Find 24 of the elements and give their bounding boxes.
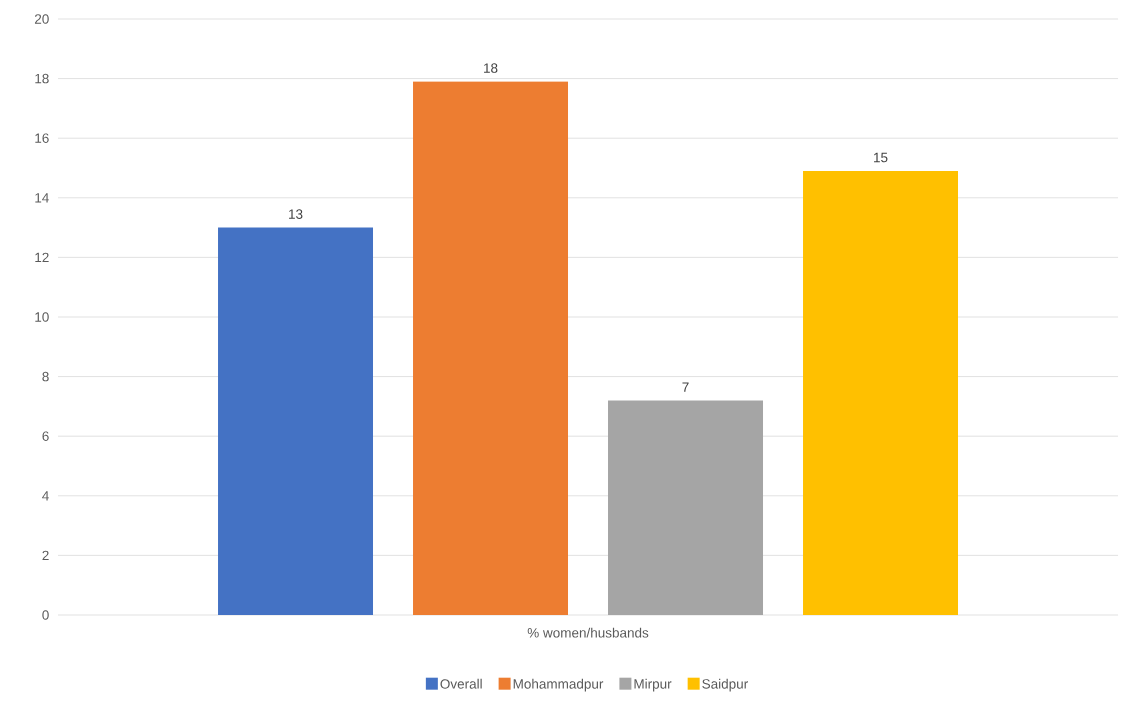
y-tick-label: 8	[42, 371, 49, 382]
bar	[413, 81, 569, 615]
y-tick-label: 12	[35, 252, 49, 263]
y-tick-label: 0	[42, 610, 49, 620]
legend-label: Mohammadpur	[513, 678, 604, 692]
bar	[608, 400, 764, 615]
y-tick-label: 10	[35, 312, 49, 322]
data-label: 13	[289, 209, 303, 219]
y-tick-label: 18	[35, 73, 49, 84]
legend-label: Mirpur	[634, 678, 672, 692]
y-tick-label: 6	[42, 431, 49, 441]
y-tick-label: 2	[42, 550, 49, 561]
x-tick-label: % women/husbands	[527, 627, 649, 638]
y-tick-label: 14	[35, 193, 49, 203]
bar	[218, 227, 374, 615]
bar	[803, 170, 959, 615]
data-label: 18	[484, 63, 498, 73]
y-tick-label: 4	[42, 491, 49, 501]
data-label: 15	[874, 152, 888, 163]
legend-label: Saidpur	[702, 678, 748, 692]
y-tick-label: 16	[35, 133, 49, 143]
y-tick-label: 20	[34, 14, 49, 24]
legend-label: Overall	[440, 678, 482, 689]
data-label: 7	[682, 382, 689, 392]
